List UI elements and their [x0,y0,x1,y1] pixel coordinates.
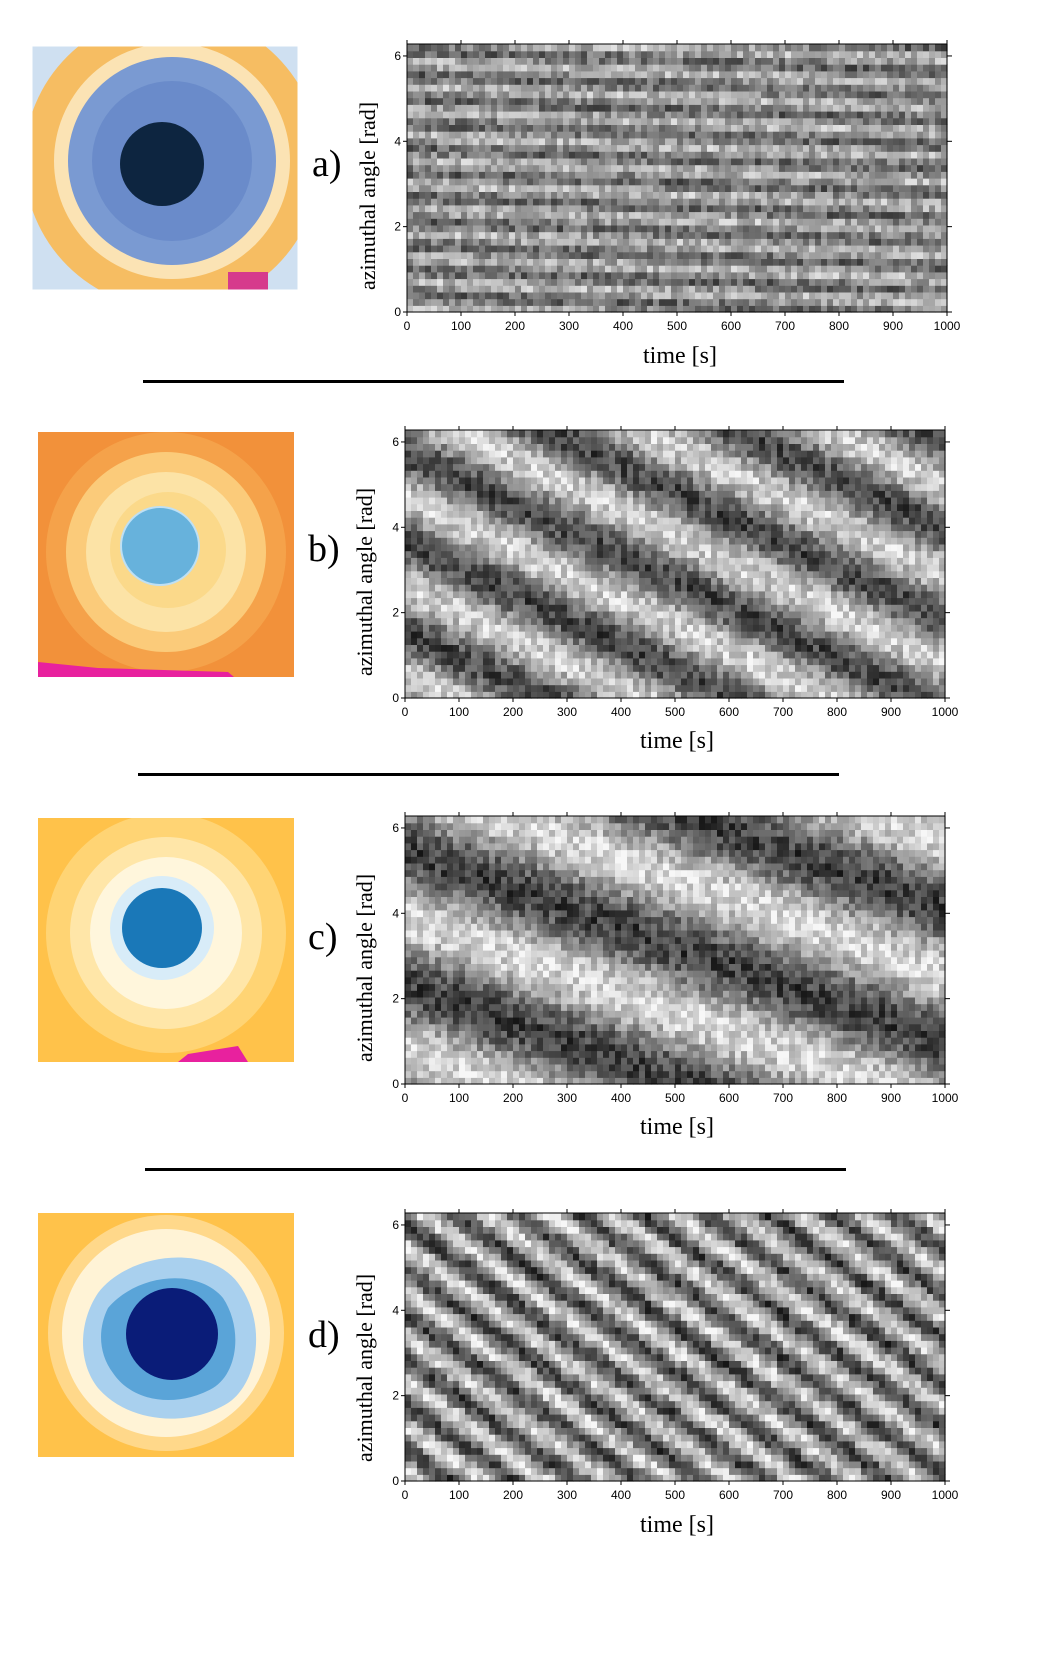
panel-letter-c: c) [308,916,338,958]
x-tick-label: 100 [449,1091,469,1105]
x-tick-label: 0 [402,1488,409,1502]
heatmap-plot-d: 0 100 200 300 400 500 600 700 800 900 1000 0 2 4 6 [392,1207,963,1507]
heatmap-cells [405,430,946,699]
x-tick-label: 1000 [932,1091,959,1105]
x-tick-label: 300 [557,705,577,719]
x-tick-label: 200 [505,319,525,333]
y-tick-label: 2 [392,992,399,1006]
x-tick-label: 300 [559,319,579,333]
panel-letter-b: b) [308,528,340,570]
x-tick-label: 600 [719,705,739,719]
y-tick-label: 6 [394,49,401,63]
x-tick-label: 600 [719,1488,739,1502]
y-tick-label: 0 [394,305,401,319]
x-tick-label: 100 [451,319,471,333]
x-tick-label: 1000 [934,319,961,333]
heatmap-plot-a: 0 100 200 300 400 500 600 700 800 900 1000 0 2 4 6 [394,38,965,338]
x-tick-label: 400 [611,1091,631,1105]
y-tick-label: 0 [392,1077,399,1091]
y-tick-label: 0 [392,691,399,705]
thermal-image-c-svg [38,818,294,1062]
x-tick-label: 700 [775,319,795,333]
x-tick-label: 800 [827,705,847,719]
heatmap-cells [407,44,948,313]
x-tick-label: 700 [773,1091,793,1105]
x-tick-label: 900 [881,1488,901,1502]
x-tick-label: 200 [503,705,523,719]
x-axis-label-c: time [s] [640,1114,714,1140]
x-tick-label: 300 [557,1488,577,1502]
x-tick-label: 0 [402,1091,409,1105]
x-tick-label: 800 [827,1091,847,1105]
x-axis-label-a: time [s] [643,343,717,369]
panel-c: c) azimuthal angle [rad] 0 100 200 300 400 50… [38,810,963,1140]
y-axis-label-d: azimuthal angle [rad] [352,1273,377,1462]
x-tick-label: 600 [719,1091,739,1105]
panel-letter-a: a) [312,143,342,185]
panel-a: a) azimuthal angle [rad] 0 100 200 300 400 50… [0,0,1054,400]
y-tick-label: 6 [392,435,399,449]
x-tick-label: 400 [611,705,631,719]
thermal-image-a [32,46,298,290]
x-tick-label: 200 [503,1091,523,1105]
x-tick-label: 600 [721,319,741,333]
thermal-image-b [38,432,294,677]
x-tick-label: 1000 [932,705,959,719]
x-tick-label: 900 [883,319,903,333]
y-tick-label: 6 [392,821,399,835]
y-tick-label: 4 [394,134,401,148]
y-tick-label: 4 [392,906,399,920]
x-tick-label: 100 [449,705,469,719]
separator-line-1 [143,380,844,383]
x-tick-label: 800 [827,1488,847,1502]
x-tick-label: 300 [557,1091,577,1105]
x-tick-label: 800 [829,319,849,333]
y-tick-label: 4 [392,1303,399,1317]
y-tick-label: 2 [392,606,399,620]
y-tick-label: 0 [392,1474,399,1488]
x-tick-label: 700 [773,1488,793,1502]
x-tick-label: 500 [665,1488,685,1502]
heatmap-cells [405,816,946,1085]
panel-b: b) azimuthal angle [rad] 0 100 200 300 400 50… [0,0,1054,790]
x-tick-label: 900 [881,1091,901,1105]
heatmap-plot-c: 0 100 200 300 400 500 600 700 800 900 1000 0 2 4 6 [392,810,963,1110]
heatmap-cells [405,1213,946,1482]
thermal-image-c [38,818,294,1062]
x-tick-label: 700 [773,705,793,719]
x-tick-label: 500 [665,705,685,719]
x-axis-label-b: time [s] [640,728,714,754]
thermal-image-d [38,1213,294,1457]
separator-line-3 [145,1168,846,1171]
x-tick-label: 400 [613,319,633,333]
x-tick-label: 200 [503,1488,523,1502]
panel-letter-d: d) [308,1314,340,1356]
y-tick-label: 4 [392,520,399,534]
y-tick-label: 6 [392,1218,399,1232]
x-tick-label: 1000 [932,1488,959,1502]
separator-line-2 [138,773,839,776]
heatmap-plot-b: 0 100 200 300 400 500 600 700 800 900 1000 0 2 4 6 [392,424,963,724]
x-tick-label: 0 [402,705,409,719]
thermal-image-a-svg [32,46,298,290]
x-tick-label: 0 [404,319,411,333]
x-tick-label: 100 [449,1488,469,1502]
y-tick-label: 2 [394,220,401,234]
thermal-image-d-svg [38,1213,294,1457]
y-tick-label: 2 [392,1389,399,1403]
x-tick-label: 400 [611,1488,631,1502]
x-tick-label: 500 [667,319,687,333]
x-tick-label: 500 [665,1091,685,1105]
thermal-image-b-svg [38,432,294,677]
x-tick-label: 900 [881,705,901,719]
x-axis-label-d: time [s] [640,1512,714,1538]
